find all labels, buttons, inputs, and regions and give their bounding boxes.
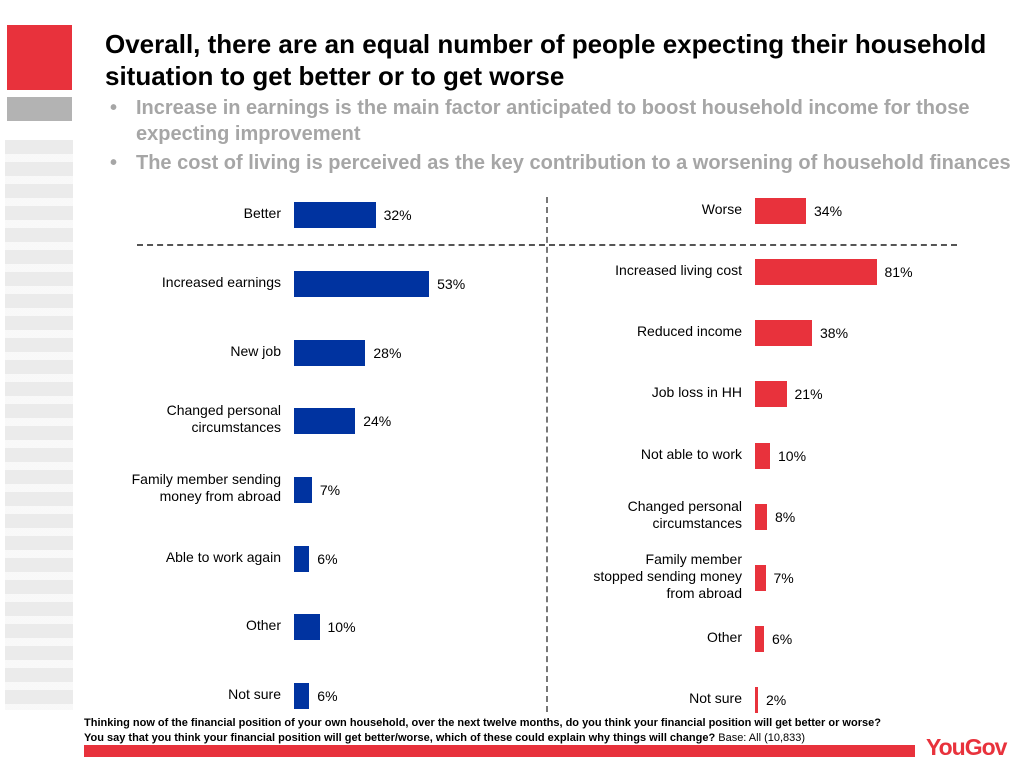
value-label: 8%	[775, 509, 796, 525]
category-label: Increased living cost	[615, 261, 742, 278]
footnote-line: Thinking now of the financial position o…	[84, 717, 881, 729]
category-label: Better	[243, 204, 281, 221]
value-label: 2%	[766, 692, 787, 708]
bar	[755, 565, 766, 591]
category-label: Changed personal circumstances	[627, 498, 742, 531]
footer-bar	[84, 745, 915, 757]
bar	[294, 683, 310, 709]
bar	[755, 381, 787, 407]
category-label: Not sure	[228, 685, 281, 702]
category-label: Family member sending money from abroad	[131, 471, 281, 504]
category-label: Reduced income	[636, 322, 742, 339]
bar	[294, 546, 310, 572]
value-label: 32%	[383, 207, 412, 223]
gray-square	[7, 97, 72, 121]
category-label: Able to work again	[165, 548, 281, 565]
bar	[294, 614, 320, 640]
bar	[755, 443, 770, 469]
category-label: Worse	[701, 200, 742, 217]
bar	[755, 687, 758, 713]
category-label: Other	[245, 616, 281, 633]
bar	[755, 198, 806, 224]
value-label: 6%	[317, 688, 338, 704]
category-label: Not able to work	[640, 445, 742, 462]
value-label: 7%	[319, 482, 341, 498]
bar	[294, 340, 366, 366]
value-label: 21%	[794, 386, 823, 402]
bar	[755, 259, 877, 285]
value-label: 24%	[363, 413, 392, 429]
category-label: Family member stopped sending money from…	[593, 550, 742, 601]
value-label: 10%	[327, 619, 356, 635]
logo: YouGov	[926, 734, 1007, 760]
bar	[755, 626, 764, 652]
value-label: 81%	[884, 264, 913, 280]
category-label: Job loss in HH	[651, 383, 742, 400]
bar	[294, 477, 312, 503]
bullet: • The cost of living is perceived as the …	[110, 152, 1011, 174]
value-label: 6%	[772, 631, 793, 647]
value-label: 7%	[773, 570, 794, 586]
value-label: 28%	[373, 345, 402, 361]
crowd-illustration	[5, 140, 73, 710]
value-label: 6%	[317, 551, 338, 567]
value-label: 34%	[814, 203, 843, 219]
base: Base: All (10,833)	[718, 732, 806, 744]
bar	[294, 271, 430, 297]
value-label: 53%	[437, 276, 466, 292]
category-label: Changed personal circumstances	[166, 402, 281, 435]
value-label: 10%	[778, 448, 807, 464]
bar	[755, 320, 812, 346]
category-label: Increased earnings	[161, 273, 281, 290]
bullet-text: The cost of living is perceived as the k…	[136, 152, 1011, 174]
red-square	[7, 25, 72, 90]
bullet: • Increase in earnings is the main factor…	[110, 97, 970, 145]
divider-vertical	[546, 197, 548, 712]
category-label: Not sure	[689, 689, 742, 706]
category-label: New job	[230, 342, 281, 359]
value-label: 38%	[820, 325, 849, 341]
bar	[294, 202, 376, 228]
category-label: Other	[706, 628, 742, 645]
footnote-line: You say that you think your financial po…	[84, 732, 716, 744]
title: Overall, there are an equal number of pe…	[105, 29, 987, 91]
footnote: Thinking now of the financial position o…	[84, 716, 944, 746]
bar	[755, 504, 767, 530]
bar	[294, 408, 356, 434]
bullet-text: Increase in earnings is the main factor …	[136, 97, 970, 145]
